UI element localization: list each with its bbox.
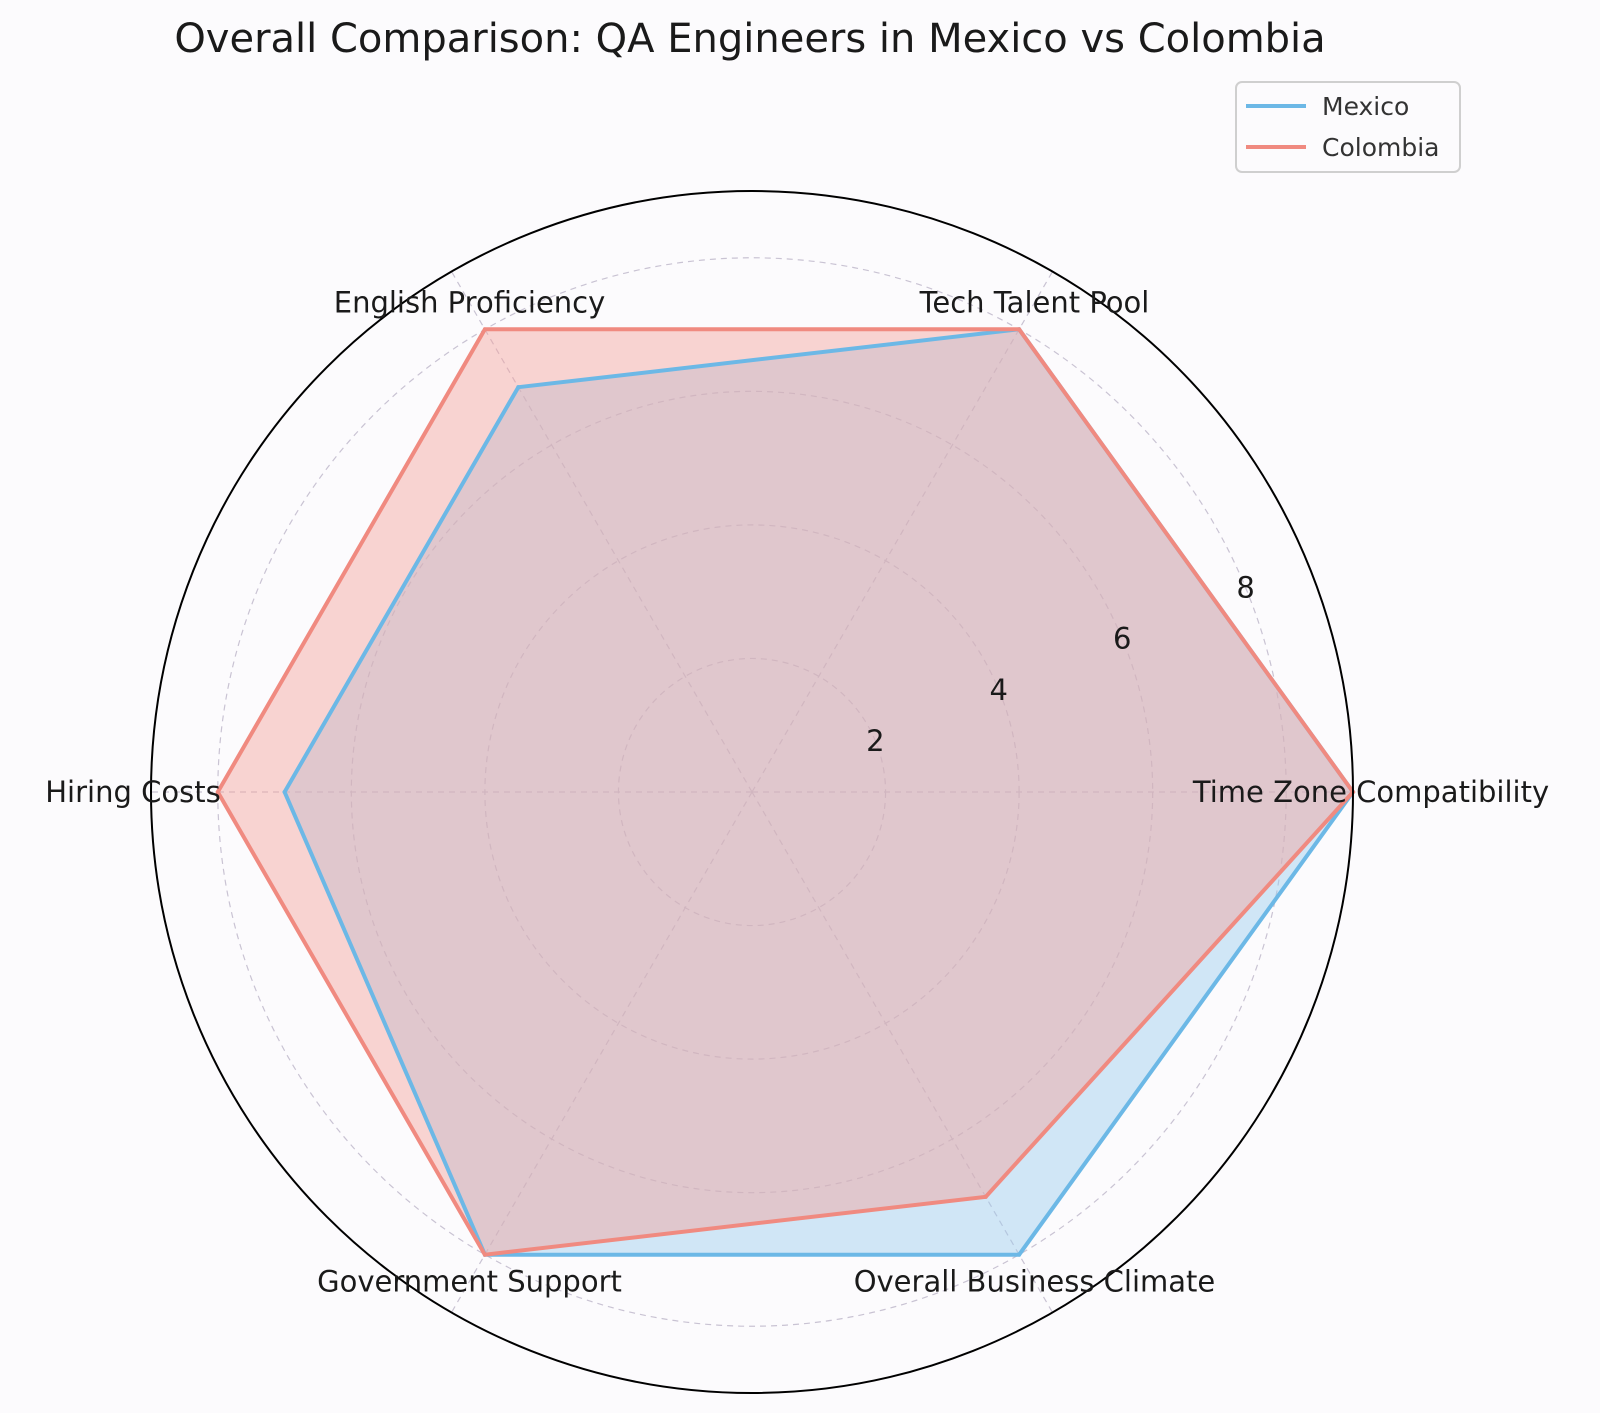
grid-spoke-4 [450,791,753,1313]
tick-label-8: 8 [1236,571,1254,605]
radial-tick-labels: 2 4 6 8 [866,571,1255,758]
series-point-colombia-3 [215,790,220,794]
series-area-mexico [284,329,1354,1255]
outer-frame [150,190,1354,1394]
chart-title: Overall Comparison: QA Engineers in Mexi… [174,16,1325,62]
series-point-mexico-3 [282,790,287,794]
legend: Mexico Colombia [1235,81,1461,173]
grid-spoke-1 [751,271,1054,793]
series-point-colombia-1 [1017,327,1022,332]
legend-label-mexico: Mexico [1322,92,1409,121]
series-layer [215,327,1356,1257]
legend-label-colombia: Colombia [1322,133,1439,162]
grid-spoke-2 [450,271,753,793]
tick-label-6: 6 [1113,622,1131,656]
axis-label-0: Time Zone Compatibility [1192,775,1549,809]
series-point-mexico-5 [1017,1252,1022,1257]
grid-spoke-5 [751,791,1054,1313]
series-point-colombia-4 [482,1252,487,1257]
axis-label-1: Tech Talent Pool [919,286,1150,320]
series-point-colombia-5 [983,1194,988,1199]
grid-ring-8 [217,257,1287,1327]
series-area-colombia [217,329,1353,1255]
axis-label-5: Overall Business Climate [854,1264,1216,1298]
tick-label-2: 2 [866,724,884,758]
radar-grid [151,257,1353,1327]
series-point-colombia-2 [482,327,487,332]
axis-label-3: Hiring Costs [45,775,220,809]
series-point-mexico-2 [516,385,521,390]
axis-labels: Time Zone Compatibility Tech Talent Pool E… [45,286,1549,1299]
axis-label-4: Government Support [317,1264,622,1298]
tick-label-4: 4 [990,673,1008,707]
axis-label-2: English Proficiency [334,286,606,320]
